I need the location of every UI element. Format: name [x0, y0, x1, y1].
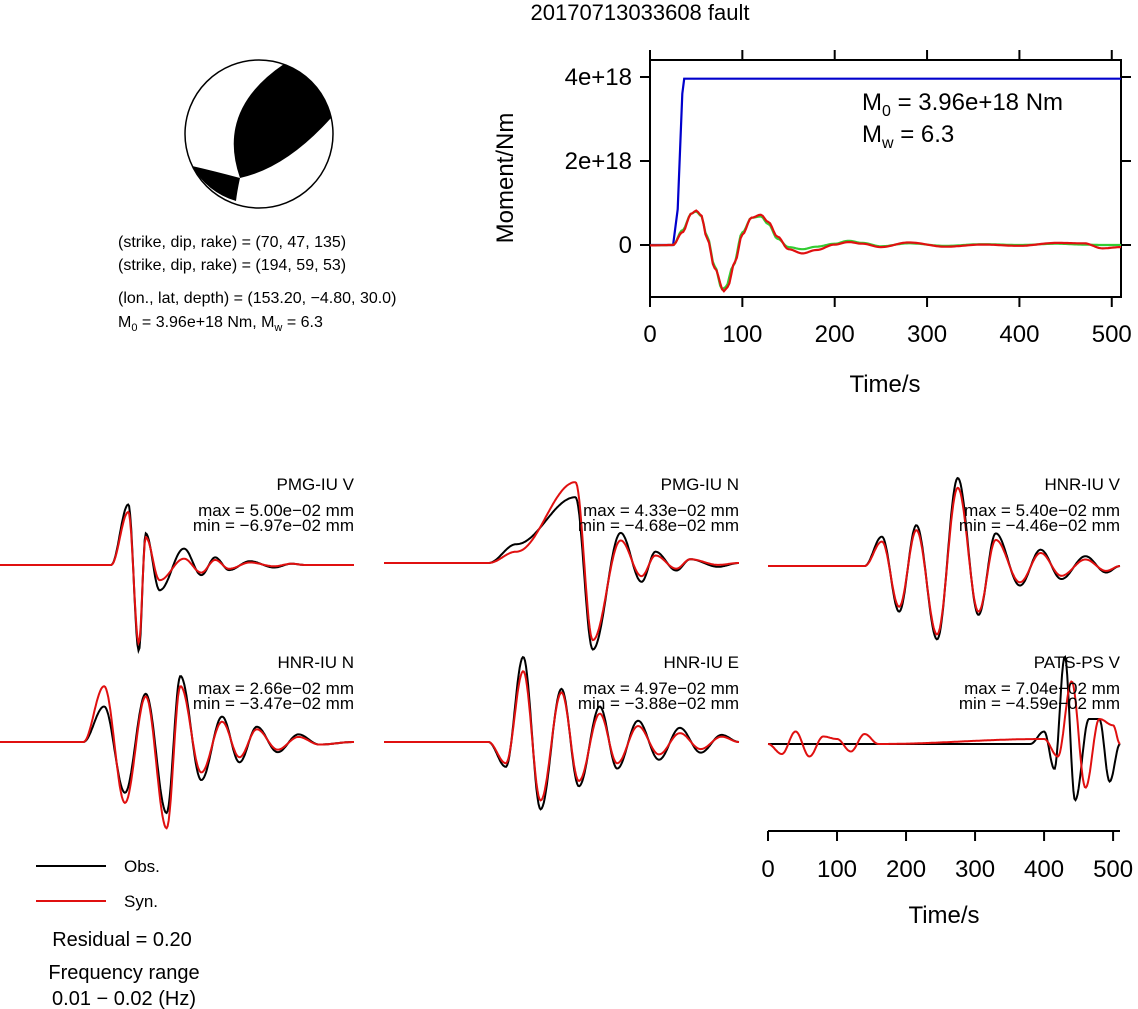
moment-ylabel: Moment/Nm [492, 113, 519, 244]
min-amplitude-label: min = −6.97e−02 mm [193, 516, 354, 535]
max-amplitude-label: max = 4.97e−02 mm [583, 679, 739, 698]
waveform-xtick-label: 300 [955, 856, 995, 883]
synthetic-trace [384, 670, 739, 802]
max-amplitude-label: max = 7.04e−02 mm [964, 679, 1120, 698]
moment-xlabel: Time/s [849, 371, 920, 398]
synthetic-trace [0, 510, 354, 647]
moment-xtick-label: 0 [643, 321, 656, 348]
moment-xtick-label: 100 [722, 321, 762, 348]
max-amplitude-label: max = 4.33e−02 mm [583, 501, 739, 520]
waveform-xtick-label: 400 [1024, 856, 1064, 883]
nodal-plane-1: (strike, dip, rake) = (70, 47, 135) [118, 234, 346, 251]
min-amplitude-label: min = −4.68e−02 mm [578, 516, 739, 535]
moment-xtick-label: 200 [815, 321, 855, 348]
moment-summary: M0 = 3.96e+18 Nm, Mw = 6.3 [118, 314, 323, 334]
hypocenter: (lon., lat, depth) = (153.20, −4.80, 30.… [118, 290, 396, 307]
waveform-xtick-label: 200 [886, 856, 926, 883]
moment-m0-annotation: M0 = 3.96e+18 Nm [862, 89, 1063, 120]
station-label: PATS-PS V [1034, 653, 1121, 672]
beachball [184, 59, 334, 209]
waveform-xlabel: Time/s [908, 902, 979, 929]
min-amplitude-label: min = −3.88e−02 mm [578, 694, 739, 713]
min-amplitude-label: min = −4.46e−02 mm [959, 516, 1120, 535]
min-amplitude-label: min = −3.47e−02 mm [193, 694, 354, 713]
min-amplitude-label: min = −4.59e−02 mm [959, 694, 1120, 713]
moment-ytick-label: 0 [619, 232, 632, 259]
moment-xtick-label: 400 [999, 321, 1039, 348]
beachball-compressional-quadrant [192, 166, 240, 201]
legend-obs-label: Obs. [124, 857, 160, 876]
station-label: HNR-IU N [278, 653, 355, 672]
waveform-xtick-label: 500 [1093, 856, 1133, 883]
beachball-compressional-quadrant [233, 64, 331, 178]
residual-label: Residual = 0.20 [52, 929, 192, 951]
waveform-xtick-label: 0 [761, 856, 774, 883]
figure-title: 20170713033608 fault [531, 0, 750, 25]
nodal-plane-2: (strike, dip, rake) = (194, 59, 53) [118, 257, 346, 274]
synthetic-trace [384, 481, 739, 642]
moment-plot-frame [649, 59, 1122, 298]
station-label: PMG-IU N [661, 475, 739, 494]
waveform-time-axis: 0 100 200 300 400 500 Time/s [761, 830, 1133, 929]
moment-xtick-label: 300 [907, 321, 947, 348]
station-label: HNR-IU V [1044, 475, 1120, 494]
legend-syn-label: Syn. [124, 892, 158, 911]
moment-mw-annotation: Mw = 6.3 [862, 121, 954, 152]
stf-green-line [650, 210, 1121, 291]
frequency-label: Frequency range [48, 962, 199, 984]
frequency-value: 0.01 − 0.02 (Hz) [52, 988, 196, 1009]
synthetic-trace [768, 486, 1121, 636]
synthetic-trace [0, 685, 354, 830]
observed-trace [768, 655, 1121, 802]
moment-xtick-label: 500 [1092, 321, 1132, 348]
station-label: PMG-IU V [277, 475, 355, 494]
moment-ytick-label: 2e+18 [565, 148, 632, 175]
max-amplitude-label: max = 5.40e−02 mm [964, 501, 1120, 520]
stf-red-line [650, 209, 1121, 293]
moment-plot: 4e+18 2e+18 0 0 100 200 300 400 500 Moment/Nm Ti… [492, 50, 1132, 398]
station-label: HNR-IU E [663, 653, 739, 672]
moment-ytick-label: 4e+18 [565, 64, 632, 91]
max-amplitude-label: max = 2.66e−02 mm [198, 679, 354, 698]
max-amplitude-label: max = 5.00e−02 mm [198, 501, 354, 520]
focal-parameters: (strike, dip, rake) = (70, 47, 135) (str… [118, 234, 396, 334]
waveform-xtick-label: 100 [817, 856, 857, 883]
synthetic-trace [767, 680, 1121, 789]
legend: Obs. Syn. [36, 857, 160, 911]
